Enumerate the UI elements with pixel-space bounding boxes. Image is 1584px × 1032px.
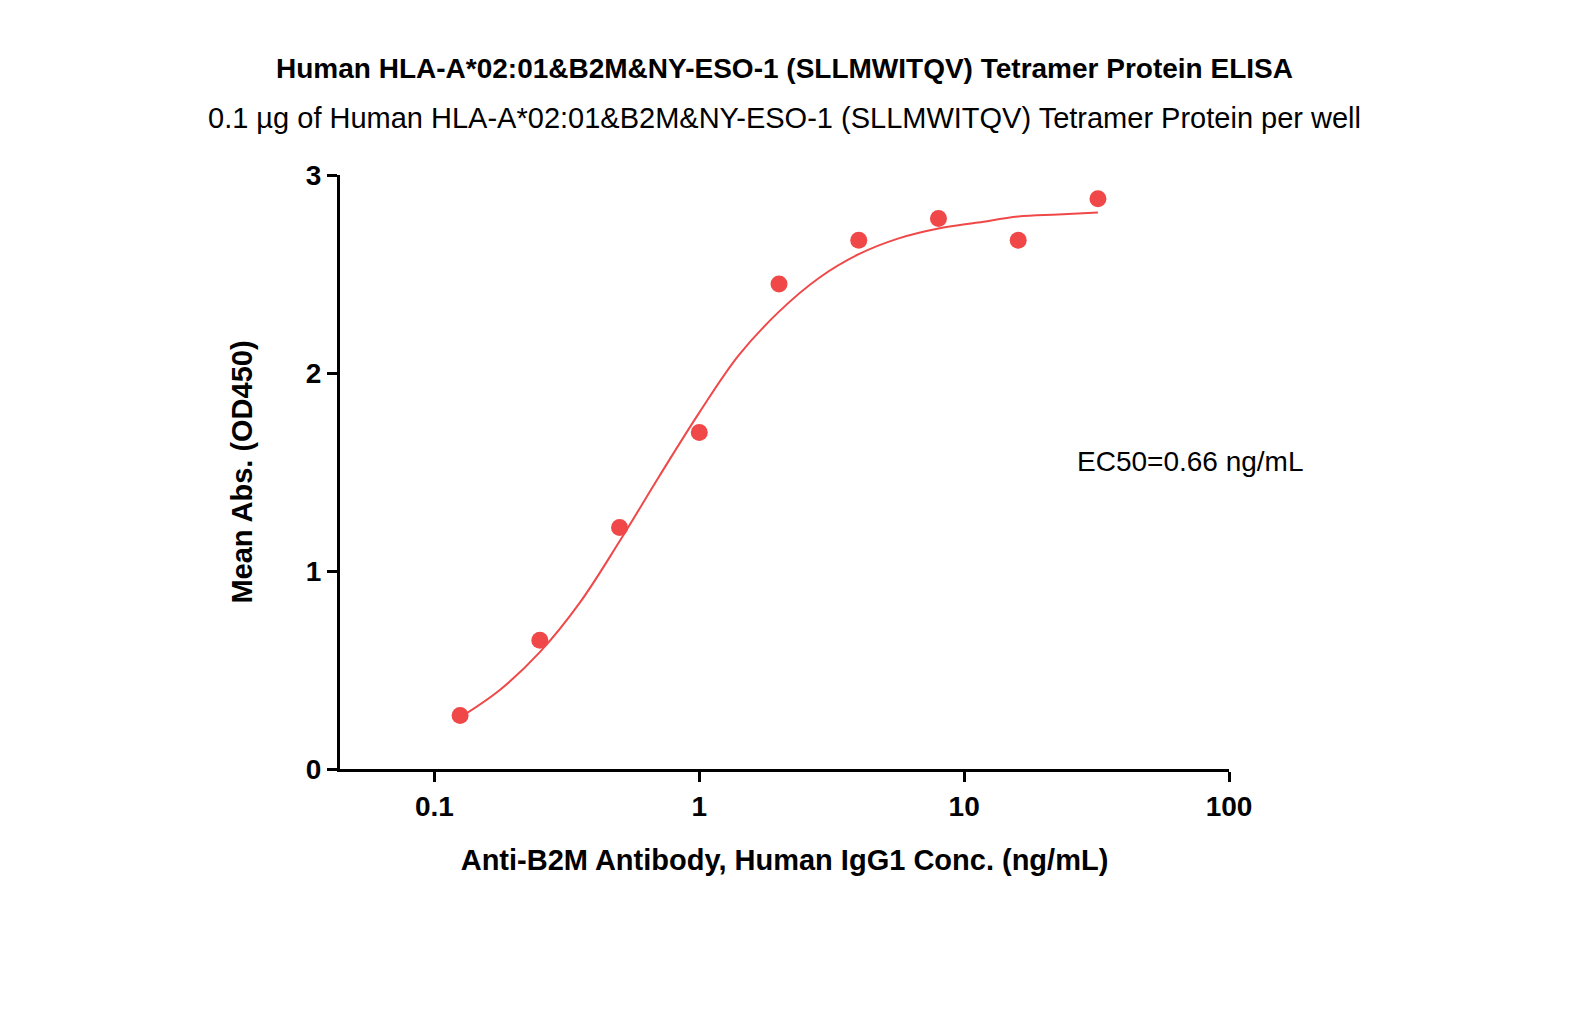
svg-text:1: 1 [692, 791, 708, 822]
svg-text:Anti-B2M Antibody, Human IgG1: Anti-B2M Antibody, Human IgG1 Conc. (ng/… [461, 844, 1109, 876]
svg-text:0.1 µg of Human HLA-A*02:01&B2: 0.1 µg of Human HLA-A*02:01&B2M&NY-ESO-1… [208, 102, 1361, 134]
svg-text:3: 3 [306, 160, 322, 191]
svg-text:0: 0 [306, 754, 322, 785]
svg-text:1: 1 [306, 556, 322, 587]
svg-text:2: 2 [306, 358, 322, 389]
svg-text:0.1: 0.1 [415, 791, 454, 822]
svg-text:100: 100 [1206, 791, 1253, 822]
svg-text:EC50=0.66 ng/mL: EC50=0.66 ng/mL [1077, 446, 1304, 477]
svg-text:10: 10 [949, 791, 980, 822]
svg-text:Mean Abs. (OD450): Mean Abs. (OD450) [226, 340, 258, 603]
svg-text:Human HLA-A*02:01&B2M&NY-ESO-1: Human HLA-A*02:01&B2M&NY-ESO-1 (SLLMWITQ… [276, 53, 1293, 84]
